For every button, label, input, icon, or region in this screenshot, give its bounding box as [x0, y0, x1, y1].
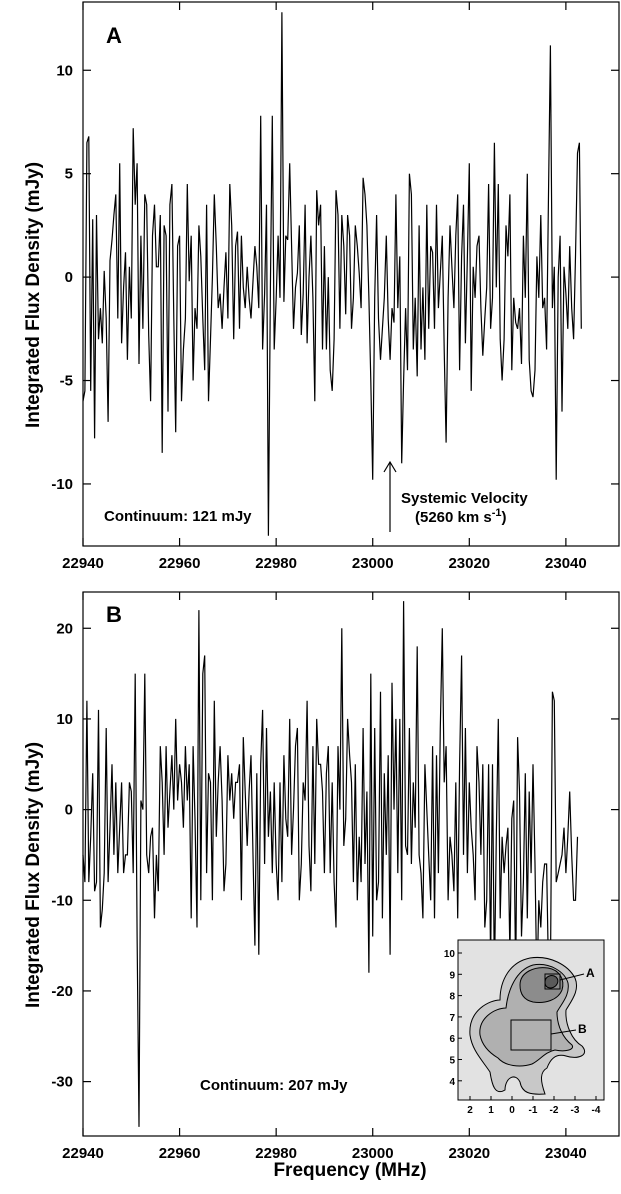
y-tick-label: 20: [56, 620, 73, 637]
inset-x-tick-label: 2: [467, 1105, 473, 1116]
series-line-a: [82, 12, 582, 536]
y-tick-label: -20: [51, 983, 73, 1000]
y-tick-label: 0: [65, 802, 73, 819]
panel-a: 22940 22960 22980 23000 23020 23040-10-50510 …: [51, 1, 620, 572]
inset-label-a: A: [586, 966, 595, 980]
box-a: [544, 973, 561, 990]
series-line-b: [82, 601, 579, 1127]
inset-x-tick-label: -3: [571, 1105, 580, 1116]
x-tick-label: 23020: [448, 555, 490, 572]
inset-y-tick-label: 9: [449, 970, 455, 981]
panel-b-frame: [82, 591, 620, 1137]
box-a-leader: [559, 973, 585, 981]
systemic-velocity-value-main: (5260 km s: [415, 509, 492, 526]
x-tick-label: 22940: [62, 555, 104, 572]
x-tick-label: 23040: [545, 1145, 587, 1162]
x-tick-label: 23000: [352, 1145, 394, 1162]
inset-y-tick-label: 4: [449, 1077, 455, 1088]
box-b: [510, 1019, 552, 1051]
panel-a-ticks: 22940 22960 22980 23000 23020 23040 -10 -5 0 5 10: [51, 2, 619, 572]
x-tick-label: 23020: [448, 1145, 490, 1162]
systemic-velocity-close: ): [502, 509, 507, 526]
x-tick-label: 22980: [255, 555, 297, 572]
x-tick-label: 23040: [545, 555, 587, 572]
inset-x-tick-label: 0: [509, 1105, 515, 1116]
y-tick-label: 10: [56, 62, 73, 79]
contour-peak: [544, 975, 559, 989]
y-axis-title-a: Integrated Flux Density (mJy): [23, 162, 44, 428]
x-tick-label: 22980: [255, 1145, 297, 1162]
panel-b-ticks: 22940 22960 22980 23000 23020 23040-30-20-100…: [51, 592, 619, 1162]
y-tick-label: 10: [56, 711, 73, 728]
x-tick-label: 22960: [159, 555, 201, 572]
box-b-leader: [550, 1029, 577, 1035]
inset-x-tick-label: -4: [592, 1105, 601, 1116]
systemic-velocity-marker: Systemic Velocity (5260 km s-1): [383, 460, 528, 532]
x-tick-label: 22940: [62, 1145, 104, 1162]
panel-b-label: B: [106, 602, 122, 627]
y-tick-label: -30: [51, 1074, 73, 1091]
inset-y-tick-label: 5: [449, 1056, 455, 1067]
systemic-velocity-arrowhead: [383, 460, 397, 473]
inset-y-tick-label: 7: [449, 1013, 455, 1024]
continuum-b-text: Continuum: 207 mJy: [200, 1077, 348, 1094]
systemic-velocity-label: Systemic Velocity: [401, 490, 528, 507]
inset-label-b: B: [578, 1022, 587, 1036]
y-tick-label: 5: [65, 166, 73, 183]
x-tick-label: 22960: [159, 1145, 201, 1162]
inset-y-tick-label: 8: [449, 992, 455, 1003]
x-tick-label: 23000: [352, 555, 394, 572]
inset-x-tick-label: -1: [529, 1105, 538, 1116]
continuum-a-text: Continuum: 121 mJy: [104, 508, 252, 525]
y-tick-label: 0: [65, 269, 73, 286]
inset-x-tick-label: -2: [550, 1105, 559, 1116]
y-axis-title-b: Integrated Flux Density (mJy): [23, 742, 44, 1008]
y-tick-label: -5: [60, 373, 73, 390]
inset-y-tick-label: 10: [444, 949, 456, 960]
panel-a-label: A: [106, 23, 122, 48]
panel-b: 22940 22960 22980 23000 23020 23040-30-20-100…: [51, 591, 620, 1162]
systemic-velocity-superscript: -1: [492, 507, 502, 519]
systemic-velocity-value: (5260 km s-1): [415, 507, 507, 526]
panel-a-frame: [82, 1, 620, 547]
inset-x-tick-label: 1: [488, 1105, 494, 1116]
inset-y-tick-label: 6: [449, 1034, 455, 1045]
y-tick-label: -10: [51, 892, 73, 909]
y-tick-label: -10: [51, 476, 73, 493]
x-axis-title: Frequency (MHz): [273, 1160, 426, 1181]
